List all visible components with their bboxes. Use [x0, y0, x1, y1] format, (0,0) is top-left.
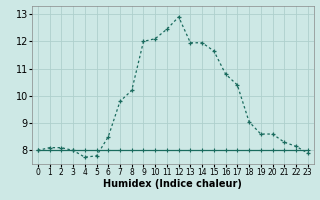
X-axis label: Humidex (Indice chaleur): Humidex (Indice chaleur) [103, 179, 242, 189]
